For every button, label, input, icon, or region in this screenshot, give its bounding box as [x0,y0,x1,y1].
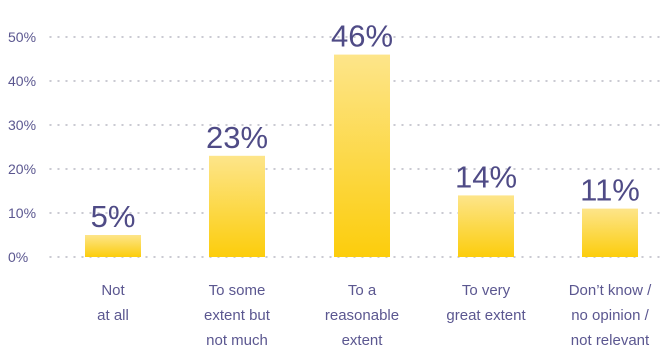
category-label-line: great extent [446,307,526,324]
category-label: Don’t know / no opinion / not relevant [569,282,652,349]
category-label: To some extent but not much [204,282,271,349]
category-label-line: reasonable [325,307,399,324]
category-label-line: To some [209,282,266,299]
category-label-line: at all [97,307,129,324]
bars [85,54,638,257]
category-label-line: no opinion / [571,307,649,324]
y-tick-label: 20% [8,161,36,177]
y-tick-label: 10% [8,205,36,221]
bar [334,54,390,257]
category-label-line: Don’t know / [569,282,652,299]
data-label: 11% [580,173,640,208]
y-tick-label: 50% [8,29,36,45]
category-label-line: not relevant [571,332,650,349]
y-tick-label: 40% [8,73,36,89]
category-label: Not at all [97,282,129,324]
category-label-line: To a [348,282,377,299]
category-label-line: extent but [204,307,271,324]
data-label: 46% [331,19,393,54]
category-label: To very great extent [446,282,526,324]
bar [582,208,638,257]
category-label-line: extent [342,332,384,349]
category-labels: Not at all To some extent but not much To a re… [97,282,652,349]
data-label: 23% [206,120,268,155]
y-tick-label: 0% [8,249,28,265]
bar [85,235,141,257]
category-label: To a reasonable extent [325,282,399,349]
y-axis-ticks: 0% 10% 20% 30% 40% 50% [8,29,36,265]
y-tick-label: 30% [8,117,36,133]
category-label-line: To very [462,282,511,299]
data-label: 5% [91,199,136,234]
bar [209,155,265,257]
data-label: 14% [455,159,517,194]
category-label-line: not much [206,332,268,349]
data-labels: 5% 23% 46% 14% 11% [91,19,640,234]
category-label-line: Not [101,282,125,299]
bar [458,195,514,257]
